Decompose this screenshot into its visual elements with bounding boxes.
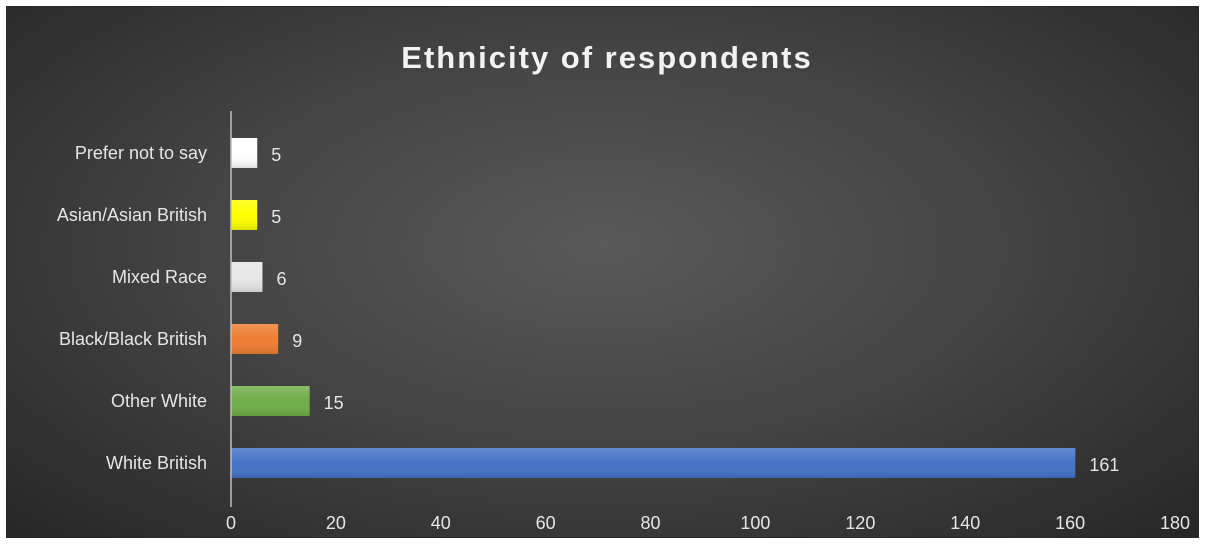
category-label-prefer-not-to-say: Prefer not to say xyxy=(75,143,207,163)
bar-chart: Ethnicity of respondents White British Ot… xyxy=(57,40,1190,533)
data-label-mixed-race: 6 xyxy=(276,269,286,289)
data-label-black-black-british: 9 xyxy=(292,331,302,351)
x-tick-label-100: 100 xyxy=(740,513,770,533)
bar-shading-prefer-not-to-say xyxy=(231,138,258,168)
category-label-other-white: Other White xyxy=(111,391,207,411)
category-label-black-black-british: Black/Black British xyxy=(59,329,207,349)
x-axis-tick-labels: 0 20 40 60 80 100 120 140 160 180 xyxy=(226,513,1190,533)
x-tick-label-160: 160 xyxy=(1055,513,1085,533)
x-tick-label-20: 20 xyxy=(326,513,346,533)
bar-shading-mixed-race xyxy=(231,262,263,292)
x-tick-label-140: 140 xyxy=(950,513,980,533)
category-label-mixed-race: Mixed Race xyxy=(112,267,207,287)
bar-shading-asian-asian-british xyxy=(231,200,258,230)
data-label-white-british: 161 xyxy=(1089,455,1119,475)
category-labels: White British Other White Black/Black Brit… xyxy=(57,143,207,473)
data-label-other-white: 15 xyxy=(324,393,344,413)
x-tick-label-60: 60 xyxy=(536,513,556,533)
x-tick-label-0: 0 xyxy=(226,513,236,533)
category-label-white-british: White British xyxy=(106,453,207,473)
x-tick-label-40: 40 xyxy=(431,513,451,533)
data-label-asian-asian-british: 5 xyxy=(271,207,281,227)
x-tick-label-180: 180 xyxy=(1160,513,1190,533)
bar-shading-white-british xyxy=(231,448,1076,478)
x-tick-label-120: 120 xyxy=(845,513,875,533)
chart-title: Ethnicity of respondents xyxy=(401,40,812,75)
bar-shading-black-black-british xyxy=(231,324,279,354)
bars-layer xyxy=(231,138,1076,478)
x-tick-label-80: 80 xyxy=(641,513,661,533)
chart-frame: Ethnicity of respondents White British Ot… xyxy=(6,6,1199,538)
data-labels: 161 15 9 6 5 5 xyxy=(271,145,1119,475)
data-label-prefer-not-to-say: 5 xyxy=(271,145,281,165)
category-label-asian-asian-british: Asian/Asian British xyxy=(57,205,207,225)
bar-shading-other-white xyxy=(231,386,310,416)
